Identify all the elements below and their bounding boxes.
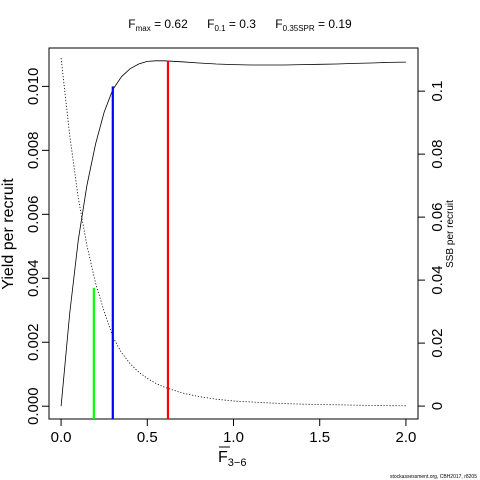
x-tick-label-0: 0.0: [51, 429, 72, 446]
plot-marks: [60, 58, 406, 419]
title-fmax-base: F: [128, 17, 135, 31]
chart-title: Fmax = 0.62 F0.1 = 0.3 F0.35SPR = 0.19: [128, 17, 352, 33]
x-tick-label-4: 2.0: [396, 429, 417, 446]
x-axis-label-base: F: [218, 449, 228, 466]
y-tick-label-5: 0.010: [25, 68, 42, 106]
x-axis-label-sub: 3−6: [228, 457, 247, 469]
svg-text:F3−6: F3−6: [218, 449, 246, 469]
title-f01-sub: 0.1: [214, 24, 226, 33]
y-axis-label: Yield per recruit: [0, 178, 17, 290]
x-tick-label-2: 1.0: [223, 429, 244, 446]
y2-tick-label-4: 0.08: [429, 140, 446, 169]
title-fspr-sub: 0.35SPR: [283, 24, 315, 33]
y-tick-label-1: 0.002: [25, 323, 42, 361]
y2-tick-label-0: 0: [429, 402, 446, 410]
ssb-per-recruit-line-1: [60, 58, 406, 407]
y2-tick-label-2: 0.04: [429, 266, 446, 295]
title-fmax-value: = 0.62: [151, 17, 188, 31]
y-tick-label-2: 0.004: [25, 260, 42, 298]
title-f01-base: F: [207, 17, 214, 31]
y-tick-label-3: 0.006: [25, 196, 42, 234]
y2-tick-label-1: 0.02: [429, 328, 446, 357]
x-tick-label-3: 1.5: [309, 429, 330, 446]
title-fspr-base: F: [275, 17, 282, 31]
title-f01-value: = 0.3: [226, 17, 257, 31]
y-tick-label-4: 0.008: [25, 132, 42, 170]
title-fspr-value: = 0.19: [315, 17, 352, 31]
footer-credit: stockassessment.org, CBH2017, r8205: [390, 474, 477, 480]
y2-tick-label-5: 0.1: [429, 81, 446, 102]
axes: 0.0 0.5 1.0 1.5 2.0 0.000 0.002 0.004 0.006 0.008…: [25, 68, 446, 446]
y2-tick-label-3: 0.06: [429, 203, 446, 232]
plot-frame: [48, 47, 419, 420]
x-axis-label: F3−6: [218, 446, 246, 469]
y-tick-label-0: 0.000: [25, 387, 42, 425]
y2-axis-label: SSB per recruit: [445, 200, 456, 268]
yield-per-recruit-line-0: [60, 60, 406, 407]
title-fmax-sub: max: [136, 24, 151, 33]
x-tick-label-1: 0.5: [137, 429, 158, 446]
